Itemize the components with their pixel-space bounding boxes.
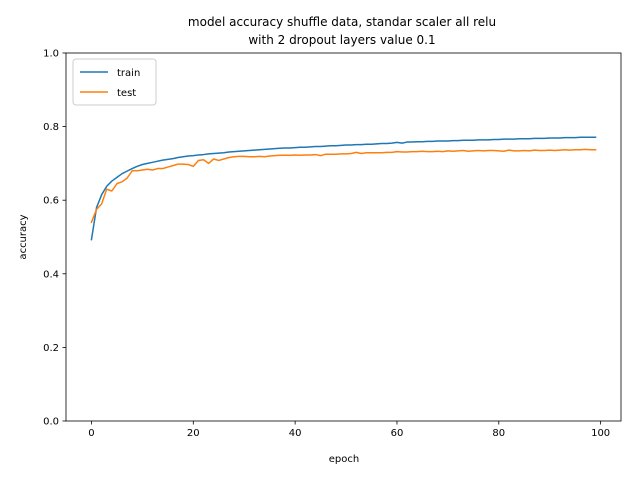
- y-axis-label: accuracy: [18, 214, 29, 259]
- series-line-train: [90, 136, 597, 241]
- series-line-test: [90, 148, 597, 224]
- x-tick-label: 100: [591, 428, 610, 439]
- axes-frame: [65, 52, 622, 422]
- x-tick-label: 0: [88, 428, 94, 439]
- y-tick-label: 0.4: [43, 269, 59, 280]
- x-tick-label: 80: [492, 428, 505, 439]
- y-tick-label: 1.0: [43, 49, 59, 60]
- plot-area: 0 20 40 60 80 100 0.0 0.2 0.4 0.6 0.8 1.0: [43, 49, 622, 439]
- legend-label-train: train: [117, 68, 140, 79]
- chart-title-line-2: with 2 dropout layers value 0.1: [248, 33, 435, 47]
- y-tick-label: 0.6: [43, 196, 59, 207]
- y-tick-label: 0.2: [43, 343, 59, 354]
- x-tick-label: 40: [289, 428, 302, 439]
- y-tick-label: 0.0: [43, 417, 59, 428]
- x-tick-label: 20: [187, 428, 200, 439]
- legend-box: [72, 58, 157, 106]
- x-tick-label: 60: [391, 428, 404, 439]
- x-axis-label: epoch: [329, 454, 359, 465]
- legend: train test: [72, 58, 157, 106]
- y-tick-label: 0.8: [43, 122, 59, 133]
- legend-label-test: test: [117, 88, 136, 99]
- chart-title-line-1: model accuracy shuffle data, standar sca…: [188, 15, 496, 29]
